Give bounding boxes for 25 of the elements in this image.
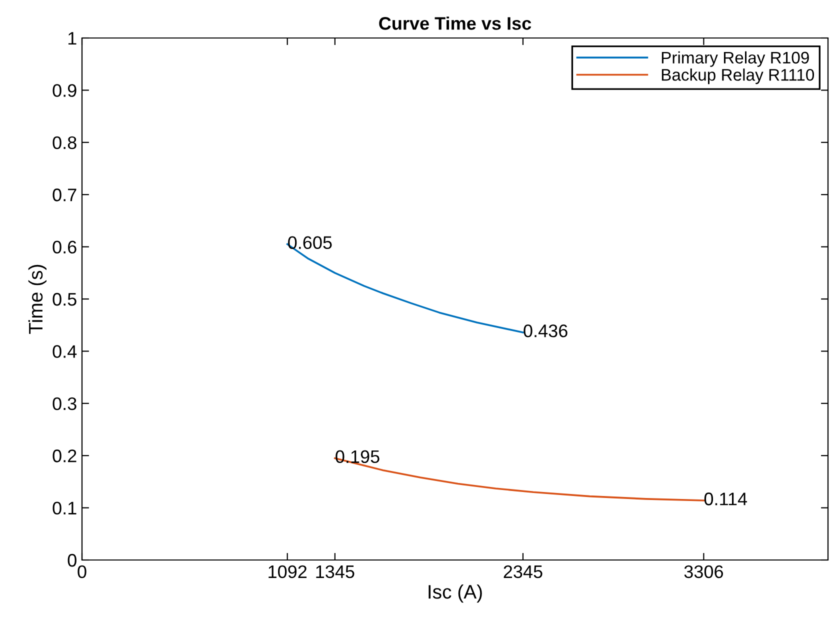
- y-axis-title: Time (s): [28, 264, 46, 334]
- x-axis-title: Isc (A): [428, 584, 482, 603]
- x-tick-label: 1345: [316, 565, 354, 578]
- annotation: 0.605: [288, 236, 332, 250]
- annotation: 0.195: [336, 450, 380, 464]
- y-tick-label: 0.4: [52, 345, 77, 358]
- y-tick-label: 1: [68, 32, 76, 45]
- x-tick-label: 3306: [684, 565, 723, 578]
- chart-title: Curve Time vs Isc: [379, 16, 532, 30]
- y-tick-label: 0.7: [52, 188, 76, 202]
- y-tick-label: 0.2: [52, 450, 76, 462]
- x-tick-label: 1092: [268, 565, 307, 578]
- y-tick-label: 0.5: [52, 292, 76, 306]
- y-tick-label: 0.3: [52, 397, 76, 410]
- y-tick-label: 0.9: [52, 84, 76, 97]
- y-tick-label: 0.6: [52, 240, 76, 254]
- x-tick-label: 0: [78, 565, 86, 578]
- y-tick-label: 0: [68, 554, 76, 567]
- legend-label: Primary Relay R109: [662, 51, 809, 67]
- y-tick-label: 0.8: [52, 136, 76, 150]
- x-tick-label: 2345: [504, 565, 542, 578]
- y-tick-label: 0.1: [52, 502, 76, 515]
- annotation: 0.436: [524, 324, 568, 338]
- annotation: 0.114: [704, 492, 748, 506]
- legend-label: Backup Relay R1110: [662, 68, 814, 84]
